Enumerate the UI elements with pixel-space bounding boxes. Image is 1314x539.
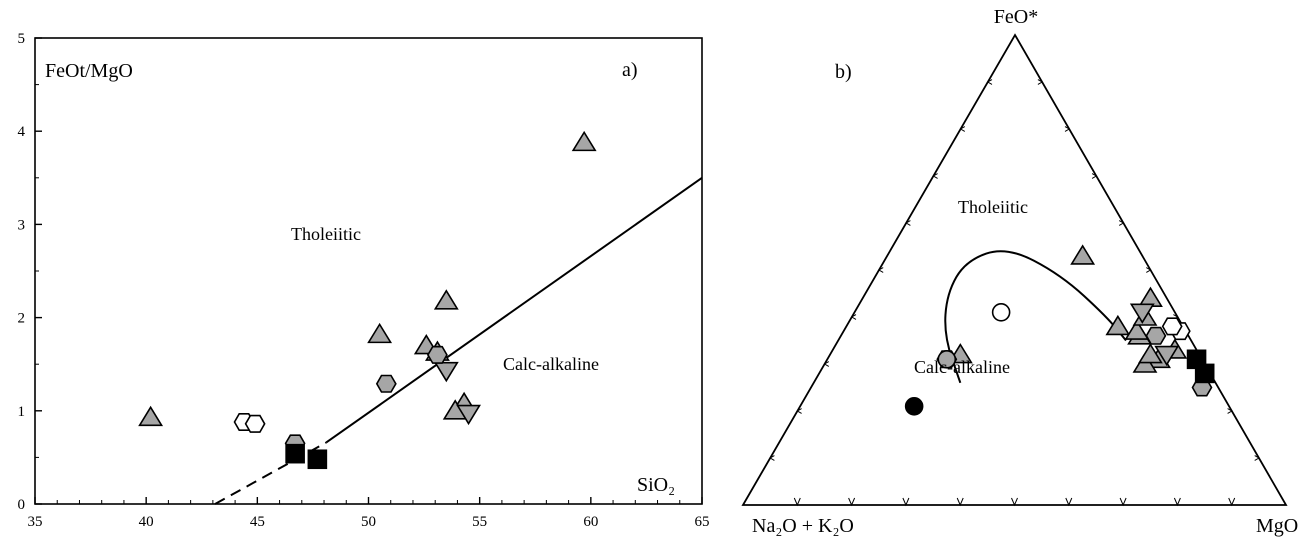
chart-a-point-triangle-up bbox=[367, 322, 393, 344]
chart-b-tick bbox=[1091, 173, 1098, 179]
chart-a-ylabel: FeOt/MgO bbox=[45, 60, 133, 82]
chart-b-triangle bbox=[741, 33, 1288, 506]
chart-b-tick bbox=[956, 497, 964, 507]
chart-a-region-calc-alkaline: Calc-alkaline bbox=[503, 354, 599, 374]
chart-a-x-tick-label: 60 bbox=[583, 514, 598, 530]
chart-a-x-tick-label: 50 bbox=[361, 514, 376, 530]
chart-a-point-triangle-up bbox=[433, 289, 459, 310]
chart-a-point-triangle-up bbox=[138, 405, 164, 427]
chart-a-y-tick-label: 0 bbox=[18, 497, 26, 513]
chart-a-point-hexagon bbox=[426, 345, 448, 364]
chart-b-tick bbox=[1146, 267, 1152, 273]
chart-a-x-tick-label: 35 bbox=[28, 514, 43, 530]
chart-b-tick bbox=[1228, 497, 1236, 507]
chart-a-region-tholeiitic: Tholeiitic bbox=[291, 224, 361, 244]
chart-b-tick bbox=[1173, 497, 1181, 507]
chart-b-point-triangle-up bbox=[1070, 244, 1096, 265]
chart-a-y-tick-label: 5 bbox=[18, 31, 26, 47]
chart-b-boundary-curve bbox=[944, 250, 1127, 384]
chart-b-region-tholeiitic: Tholeiitic bbox=[958, 197, 1028, 217]
chart-b-point-square bbox=[1194, 363, 1215, 384]
chart-b-tick bbox=[1227, 408, 1233, 414]
chart-a-point-hexagon bbox=[375, 374, 397, 393]
chart-a-x-tick-label: 40 bbox=[139, 514, 154, 530]
chart-b-point-circle bbox=[904, 396, 924, 416]
chart-b-tick bbox=[1065, 497, 1073, 507]
chart-a-point-hexagon bbox=[244, 414, 266, 433]
chart-b-panel-label: b) bbox=[835, 61, 852, 83]
chart-b-tick bbox=[823, 361, 830, 367]
chart-a-xlabel: SiO₂ bbox=[637, 474, 675, 496]
chart-b-tick bbox=[850, 314, 857, 320]
chart-a-x-tick-label: 45 bbox=[250, 514, 265, 530]
chart-a-boundary-dashed bbox=[214, 441, 327, 505]
chart-b-point-triangle-down bbox=[1129, 303, 1155, 324]
chart-b-tick bbox=[905, 220, 911, 226]
chart-b-point-circle bbox=[937, 349, 957, 369]
chart-b-tick bbox=[1011, 497, 1018, 507]
chart-a-y-tick-label: 3 bbox=[18, 217, 26, 233]
chart-b-point-triangle-up bbox=[1124, 319, 1150, 340]
chart-b-tick bbox=[1119, 497, 1127, 507]
chart-b-tick bbox=[848, 497, 856, 507]
chart-b-point-hexagon bbox=[1161, 317, 1183, 336]
chart-b-point-triangle-up bbox=[1137, 343, 1163, 364]
chart-a-y-tick-label: 2 bbox=[18, 311, 26, 327]
chart-b-point-circle bbox=[991, 302, 1011, 322]
chart-b-tick bbox=[1118, 220, 1125, 226]
chart-b-tick bbox=[1254, 455, 1260, 461]
chart-a-x-tick-label: 65 bbox=[695, 514, 710, 530]
chart-a-panel-label: a) bbox=[622, 59, 638, 81]
chart-a-y-tick-label: 4 bbox=[18, 124, 26, 140]
chart-b-tick bbox=[932, 173, 938, 179]
chart-b-tick bbox=[796, 408, 802, 414]
chart-b-tick bbox=[1064, 126, 1071, 132]
chart-b-tick bbox=[1037, 79, 1044, 85]
chart-a-point-triangle-down bbox=[433, 361, 459, 383]
chart-b-tick bbox=[769, 455, 775, 461]
chart-a-x-tick-label: 55 bbox=[472, 514, 487, 530]
chart-b-region-calc-alkaline: Calc-alkaline bbox=[914, 357, 1010, 377]
chart-b-tick bbox=[877, 267, 884, 273]
chart-b-point-hexagon bbox=[1145, 326, 1167, 345]
chart-b-apex-top: FeO* bbox=[994, 6, 1038, 28]
chart-b-point-triangle-down bbox=[1154, 345, 1180, 367]
chart-b-tick bbox=[986, 79, 993, 85]
chart-b-tick bbox=[902, 497, 910, 507]
chart-b-tick bbox=[793, 497, 801, 507]
chart-a-point-triangle-down bbox=[456, 404, 481, 426]
chart-a-point-square bbox=[285, 443, 305, 464]
chart-a-y-tick-label: 1 bbox=[18, 404, 26, 420]
chart-b-apex-left: Na₂O + K₂O bbox=[752, 515, 854, 537]
chart-b-apex-right: MgO bbox=[1256, 515, 1298, 537]
chart-a-point-square bbox=[307, 449, 328, 470]
chart-b-tick bbox=[959, 126, 966, 132]
chart-a-boundary-line bbox=[325, 176, 703, 444]
chart-b-point-triangle-up bbox=[1105, 314, 1131, 336]
chart-a-point-triangle-up bbox=[571, 130, 597, 152]
